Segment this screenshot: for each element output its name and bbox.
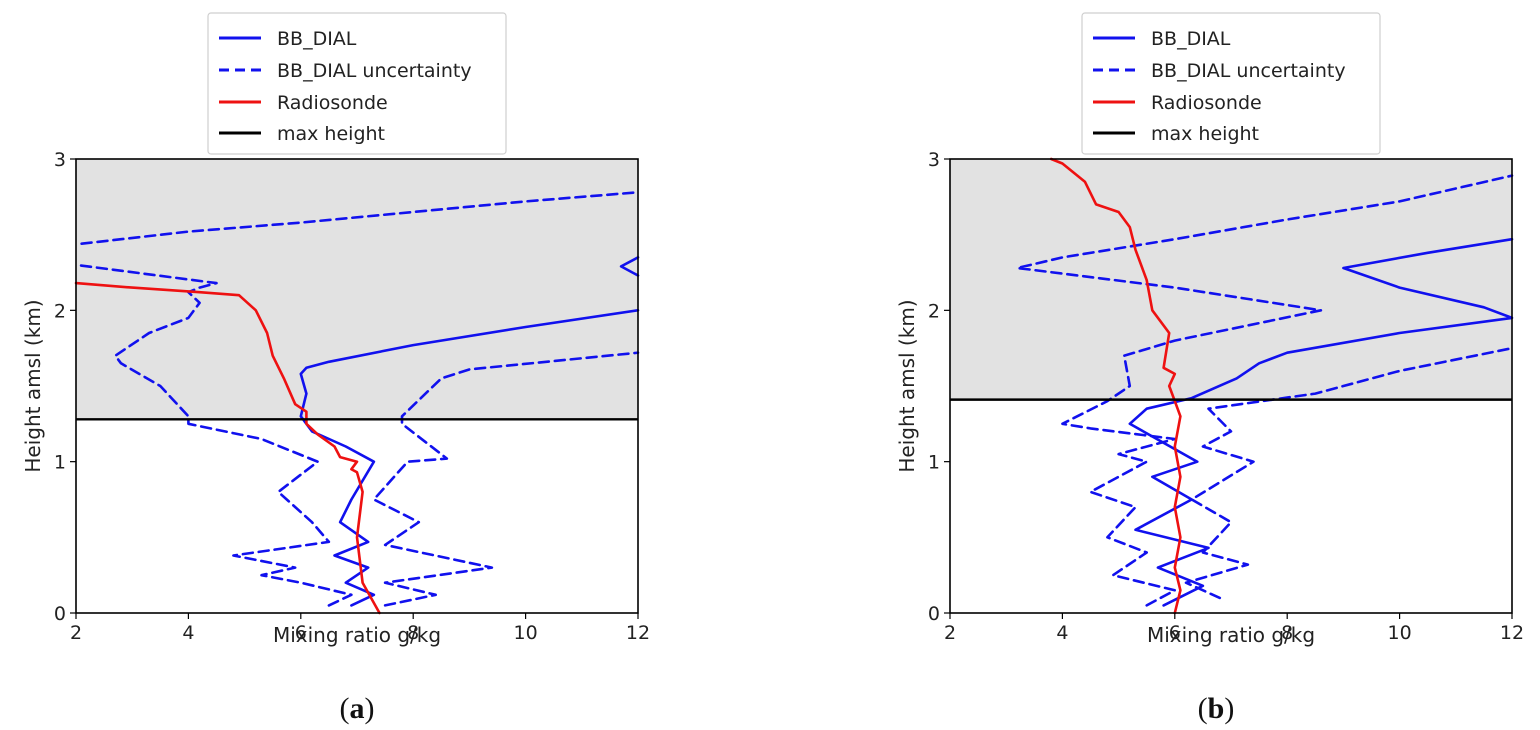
legend-box (207, 12, 507, 155)
x-tick-label: 6 (295, 622, 307, 644)
legend-label-max-height: max height (277, 123, 385, 145)
x-axis-a: 2 4 6 8 10 12 Mixing ratio g/kg (70, 613, 650, 647)
plot-curves-a (74, 191, 640, 615)
series-line-bb-dial (619, 256, 640, 277)
x-tick-label: 2 (70, 622, 82, 644)
series-line-bb-dial (1128, 237, 1514, 607)
x-tick-label: 10 (1388, 622, 1412, 644)
x-tick-label: 12 (626, 622, 650, 644)
x-tick-label: 4 (182, 622, 194, 644)
series-line-bb-dial-uncertainty-upper-top (80, 191, 640, 245)
above-max-height-shading (950, 159, 1512, 400)
legend-label-uncertainty: BB_DIAL uncertainty (277, 60, 472, 82)
y-tick-label: 1 (54, 452, 66, 474)
series-line-bb-dial-uncertainty-upper (372, 351, 640, 607)
series-line-bb-dial-uncertainty-upper (1184, 346, 1514, 600)
y-tick-label: 2 (54, 300, 66, 322)
series-line-bb-dial-uncertainty-lower (1016, 174, 1514, 607)
x-axis-label: Mixing ratio g/kg (1147, 623, 1315, 647)
y-axis-b: 0 1 2 3 Height amsl (km) (895, 149, 950, 625)
y-tick-label: 0 (928, 603, 940, 625)
legend-label-max-height: max height (1151, 123, 1259, 145)
panel-a: BB_DIAL BB_DIAL uncertainty Radiosonde m… (21, 12, 650, 725)
x-tick-label: 4 (1056, 622, 1068, 644)
x-tick-label: 2 (944, 622, 956, 644)
panel-caption-letter: b (1208, 692, 1225, 725)
y-axis-label: Height amsl (km) (21, 299, 45, 472)
panel-caption: (a) (340, 692, 375, 725)
legend-label-uncertainty: BB_DIAL uncertainty (1151, 60, 1346, 82)
legend-b: BB_DIAL BB_DIAL uncertainty Radiosonde m… (1081, 12, 1381, 155)
legend-a: BB_DIAL BB_DIAL uncertainty Radiosonde m… (207, 12, 507, 155)
legend-box (1081, 12, 1381, 155)
panel-b: BB_DIAL BB_DIAL uncertainty Radiosonde m… (895, 12, 1524, 725)
y-tick-label: 0 (54, 603, 66, 625)
y-axis-a: 0 1 2 3 Height amsl (km) (21, 149, 76, 625)
legend-label-radiosonde: Radiosonde (277, 92, 388, 114)
plot-curves-b (1016, 157, 1514, 615)
x-tick-label: 8 (407, 622, 419, 644)
y-axis-label: Height amsl (km) (895, 299, 919, 472)
x-tick-label: 12 (1500, 622, 1524, 644)
plot-frame (75, 158, 639, 614)
y-tick-label: 2 (928, 300, 940, 322)
series-line-bb-dial-uncertainty-lower (74, 263, 353, 607)
plot-frame (949, 158, 1513, 614)
series-line-bb-dial (299, 308, 640, 607)
x-tick-label: 10 (514, 622, 538, 644)
y-tick-label: 3 (928, 149, 940, 171)
series-line-radiosonde (1049, 157, 1182, 615)
x-axis-label: Mixing ratio g/kg (273, 623, 441, 647)
panel-caption: (b) (1198, 692, 1235, 725)
panel-caption-letter: a (350, 692, 365, 725)
x-tick-label: 6 (1169, 622, 1181, 644)
y-tick-label: 3 (54, 149, 66, 171)
y-tick-label: 1 (928, 452, 940, 474)
legend-label-bb-dial: BB_DIAL (277, 28, 357, 50)
x-tick-label: 8 (1281, 622, 1293, 644)
x-axis-b: 2 4 6 8 10 12 Mixing ratio g/kg (944, 613, 1524, 647)
legend-label-bb-dial: BB_DIAL (1151, 28, 1231, 50)
series-line-radiosonde (74, 281, 381, 615)
legend-label-radiosonde: Radiosonde (1151, 92, 1262, 114)
